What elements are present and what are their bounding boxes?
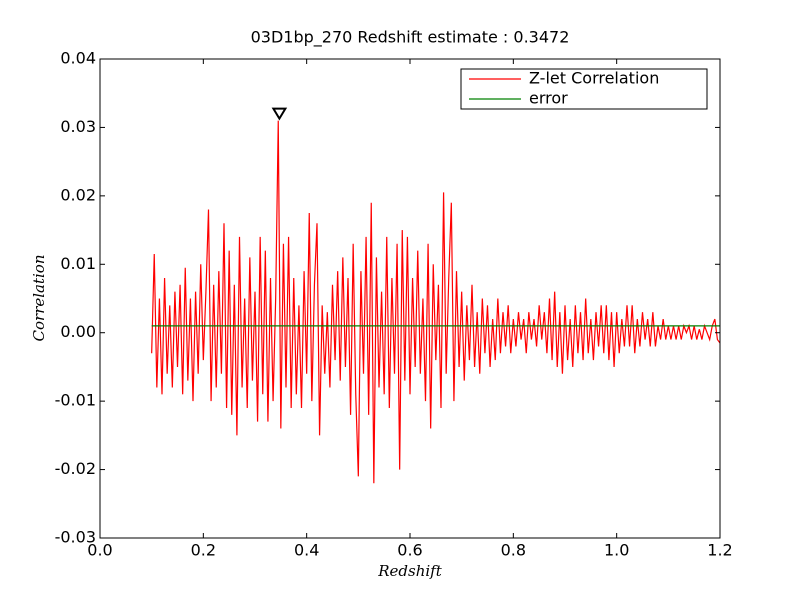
x-tick-label: 0.8: [501, 541, 526, 560]
x-axis-label: Redshift: [377, 562, 442, 580]
y-tick-label: -0.03: [55, 528, 96, 547]
y-tick-label: -0.01: [55, 391, 96, 410]
series-line: [151, 120, 721, 484]
chart-title: 03D1bp_270 Redshift estimate : 0.3472: [251, 28, 570, 48]
legend-box: [460, 68, 708, 110]
x-tick-label: 1.2: [707, 541, 732, 560]
y-tick-label: -0.02: [55, 459, 96, 478]
y-tick-label: 0.03: [60, 117, 96, 136]
y-axis-label: Correlation: [30, 255, 48, 342]
peak-marker: [271, 107, 288, 121]
legend-label: error: [529, 89, 568, 108]
y-tick-label: 0.04: [60, 49, 96, 68]
legend-label: Z-let Correlation: [529, 69, 659, 88]
y-tick-label: 0.01: [60, 254, 96, 273]
x-tick-label: 0.0: [87, 541, 112, 560]
y-tick-label: 0.02: [60, 185, 96, 204]
x-tick-label: 0.2: [191, 541, 216, 560]
x-tick-label: 0.6: [397, 541, 422, 560]
x-tick-label: 1.0: [604, 541, 629, 560]
y-tick-label: 0.00: [60, 322, 96, 341]
x-tick-label: 0.4: [294, 541, 319, 560]
